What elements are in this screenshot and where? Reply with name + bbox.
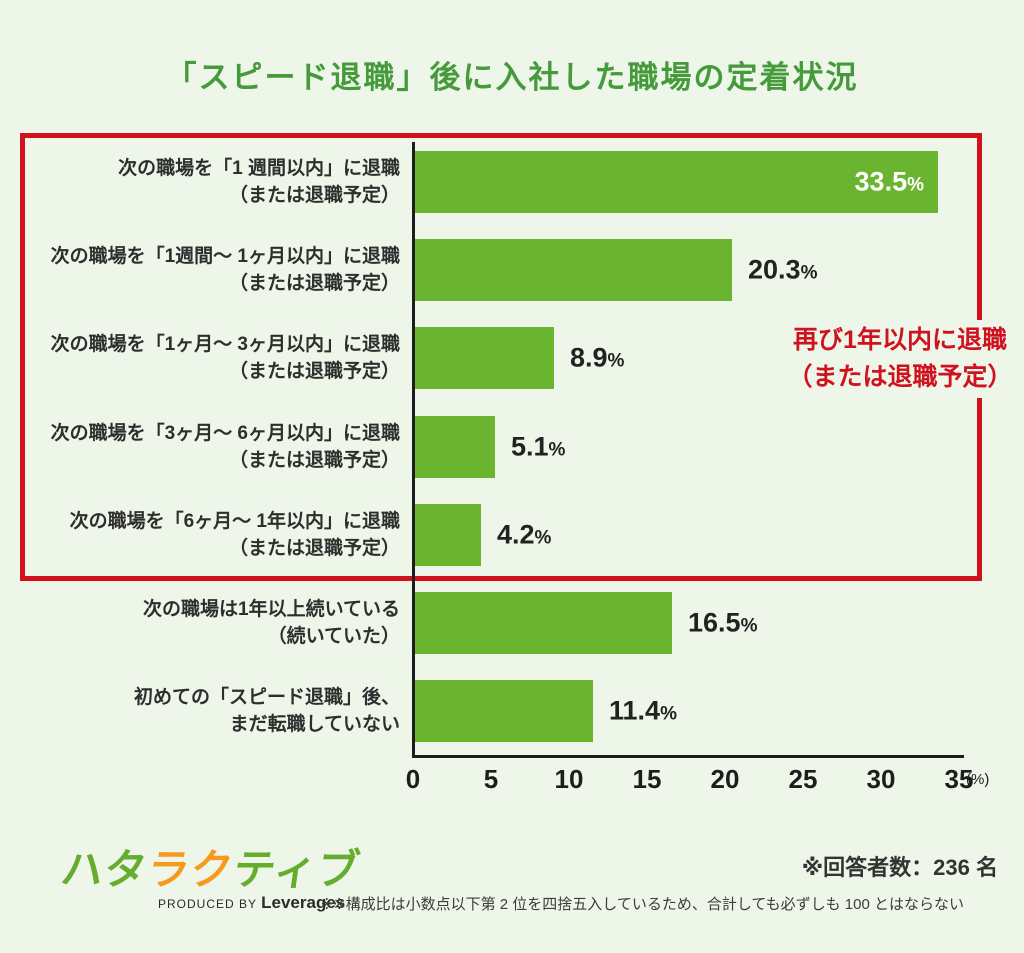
bar	[415, 592, 672, 654]
x-tick: 35	[944, 764, 974, 794]
chart-row-1month-3months: 次の職場を「1ヶ月〜 3ヶ月以内」に退職 （または退職予定） 8.9%	[0, 327, 1024, 389]
logo-char: タ	[101, 846, 151, 893]
logo-char: ラ	[144, 846, 194, 893]
y-axis-line	[412, 142, 415, 758]
logo-produced-by: PRODUCED BY Leverages	[158, 893, 346, 912]
value-label: 8.9%	[570, 342, 625, 373]
value-label: 5.1%	[511, 431, 566, 462]
chart-row-within-1-week: 次の職場を「1 週間以内」に退職 （または退職予定） 33.5%	[0, 151, 1024, 213]
x-tick: 30	[866, 764, 896, 794]
value-label: 20.3%	[748, 254, 818, 285]
bar	[415, 327, 554, 389]
x-tick: 25	[788, 764, 818, 794]
logo-char: ィ	[270, 846, 321, 893]
hatarakutive-logo: ハタラクティブ	[58, 836, 365, 897]
bar	[415, 504, 481, 566]
category-label: 次の職場を「3ヶ月〜 6ヶ月以内」に退職 （または退職予定）	[50, 423, 400, 471]
respondents-note: ※回答者数：236 名	[801, 855, 998, 880]
x-axis-line	[412, 755, 964, 758]
x-tick: 0	[405, 764, 421, 794]
category-label: 次の職場を「1週間〜 1ヶ月以内」に退職 （または退職予定）	[50, 246, 400, 294]
x-tick: 15	[632, 764, 662, 794]
x-tick: 5	[483, 764, 499, 794]
page-title: 「スピード退職」後に入社した職場の定着状況	[165, 60, 859, 95]
chart-row-1week-1month: 次の職場を「1週間〜 1ヶ月以内」に退職 （または退職予定） 20.3%	[0, 239, 1024, 301]
value-label: 16.5%	[688, 607, 758, 638]
bar	[415, 239, 732, 301]
logo-char: テ	[230, 846, 278, 893]
chart-row-over-1year: 次の職場は1年以上続いている （続いていた） 16.5%	[0, 592, 1024, 654]
chart-row-3months-6months: 次の職場を「3ヶ月〜 6ヶ月以内」に退職 （または退職予定） 5.1%	[0, 416, 1024, 478]
chart-row-not-yet-changed: 初めての「スピード退職」後、 まだ転職していない 11.4%	[0, 680, 1024, 742]
value-label: 33.5%	[854, 166, 924, 197]
category-label: 次の職場は1年以上続いている （続いていた）	[143, 599, 400, 647]
category-label: 次の職場を「6ヶ月〜 1年以内」に退職 （または退職予定）	[69, 511, 400, 559]
category-label: 次の職場を「1 週間以内」に退職 （または退職予定）	[118, 158, 400, 206]
x-tick: 20	[710, 764, 740, 794]
highlight-annotation: 再び1年以内に退職 （または退職予定）	[782, 320, 1018, 398]
logo-char: ク	[187, 846, 237, 893]
bar	[415, 416, 495, 478]
bar	[415, 680, 593, 742]
category-label: 次の職場を「1ヶ月〜 3ヶ月以内」に退職 （または退職予定）	[50, 334, 400, 382]
rounding-footnote: ※※構成比は小数点以下第 2 位を四捨五入しているため、合計しても必ずしも 10…	[320, 896, 964, 913]
category-label: 初めての「スピード退職」後、 まだ転職していない	[133, 687, 400, 735]
value-label: 4.2%	[497, 519, 552, 550]
value-label: 11.4%	[609, 695, 677, 726]
leverages-wordmark: Leverages	[261, 893, 346, 912]
x-axis-unit-label: (%)	[966, 771, 990, 788]
logo-char: ハ	[58, 846, 108, 893]
x-tick: 10	[554, 764, 584, 794]
chart-row-6months-1year: 次の職場を「6ヶ月〜 1年以内」に退職 （または退職予定） 4.2%	[0, 504, 1024, 566]
bar	[415, 151, 938, 213]
logo-char: ブ	[313, 846, 364, 893]
